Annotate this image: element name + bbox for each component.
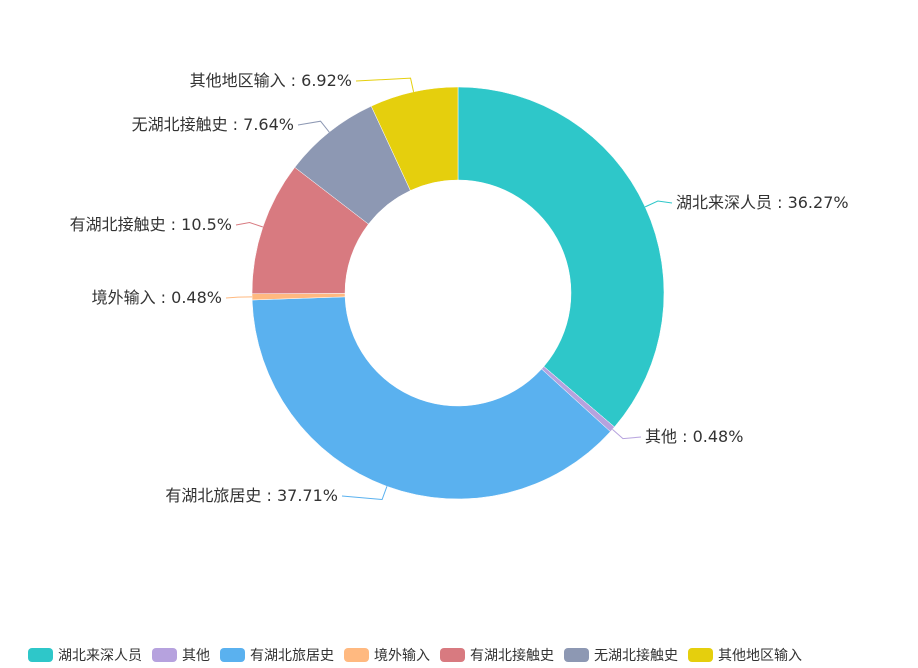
legend-item-5[interactable]: 无湖北接触史 (564, 645, 678, 665)
slice-2[interactable] (251, 296, 611, 500)
legend-label: 其他 (182, 648, 210, 664)
legend-swatch (344, 648, 369, 662)
slice-label-4: 有湖北接触史 : 10.5% (70, 215, 232, 234)
label-line-0 (644, 200, 673, 208)
slice-label-5: 无湖北接触史 : 7.64% (132, 115, 294, 134)
legend-label: 有湖北接触史 (470, 648, 554, 664)
label-line-2 (341, 486, 388, 501)
donut-chart: 湖北来深人员 : 36.27% 其他 : 0.48% 有湖北旅居史 : 37.71%… (70, 71, 849, 505)
legend-item-0[interactable]: 湖北来深人员 (28, 645, 142, 665)
slice-label-2: 有湖北旅居史 : 37.71% (165, 486, 338, 505)
slice-label-6: 其他地区输入 : 6.92% (190, 71, 352, 90)
label-line-5 (297, 120, 330, 133)
legend-label: 境外输入 (374, 648, 430, 664)
legend-item-6[interactable]: 其他地区输入 (688, 645, 802, 665)
legend-item-2[interactable]: 有湖北旅居史 (220, 645, 334, 665)
slice-label-0: 湖北来深人员 : 36.27% (676, 193, 849, 212)
slice-label-1: 其他 : 0.48% (645, 427, 743, 446)
legend-item-3[interactable]: 境外输入 (344, 645, 430, 665)
legend: 湖北来深人员 其他 有湖北旅居史 境外输入 有湖北接触史 无湖北接触史 其他地区输入 (28, 645, 812, 665)
label-line-3 (225, 296, 253, 299)
legend-label: 湖北来深人员 (58, 648, 142, 664)
slice-label-3: 境外输入 : 0.48% (92, 288, 222, 307)
slice-6[interactable] (370, 86, 459, 191)
legend-swatch (564, 648, 589, 662)
label-line-6 (355, 77, 415, 92)
label-line-4 (235, 222, 264, 228)
label-line-1 (612, 428, 642, 440)
legend-swatch (688, 648, 713, 662)
slice-0[interactable] (457, 86, 665, 428)
legend-swatch (28, 648, 53, 662)
legend-swatch (152, 648, 177, 662)
legend-label: 无湖北接触史 (594, 648, 678, 664)
legend-item-1[interactable]: 其他 (152, 645, 210, 665)
legend-swatch (220, 648, 245, 662)
legend-swatch (440, 648, 465, 662)
legend-item-4[interactable]: 有湖北接触史 (440, 645, 554, 665)
legend-label: 有湖北旅居史 (250, 648, 334, 664)
legend-label: 其他地区输入 (718, 648, 802, 664)
